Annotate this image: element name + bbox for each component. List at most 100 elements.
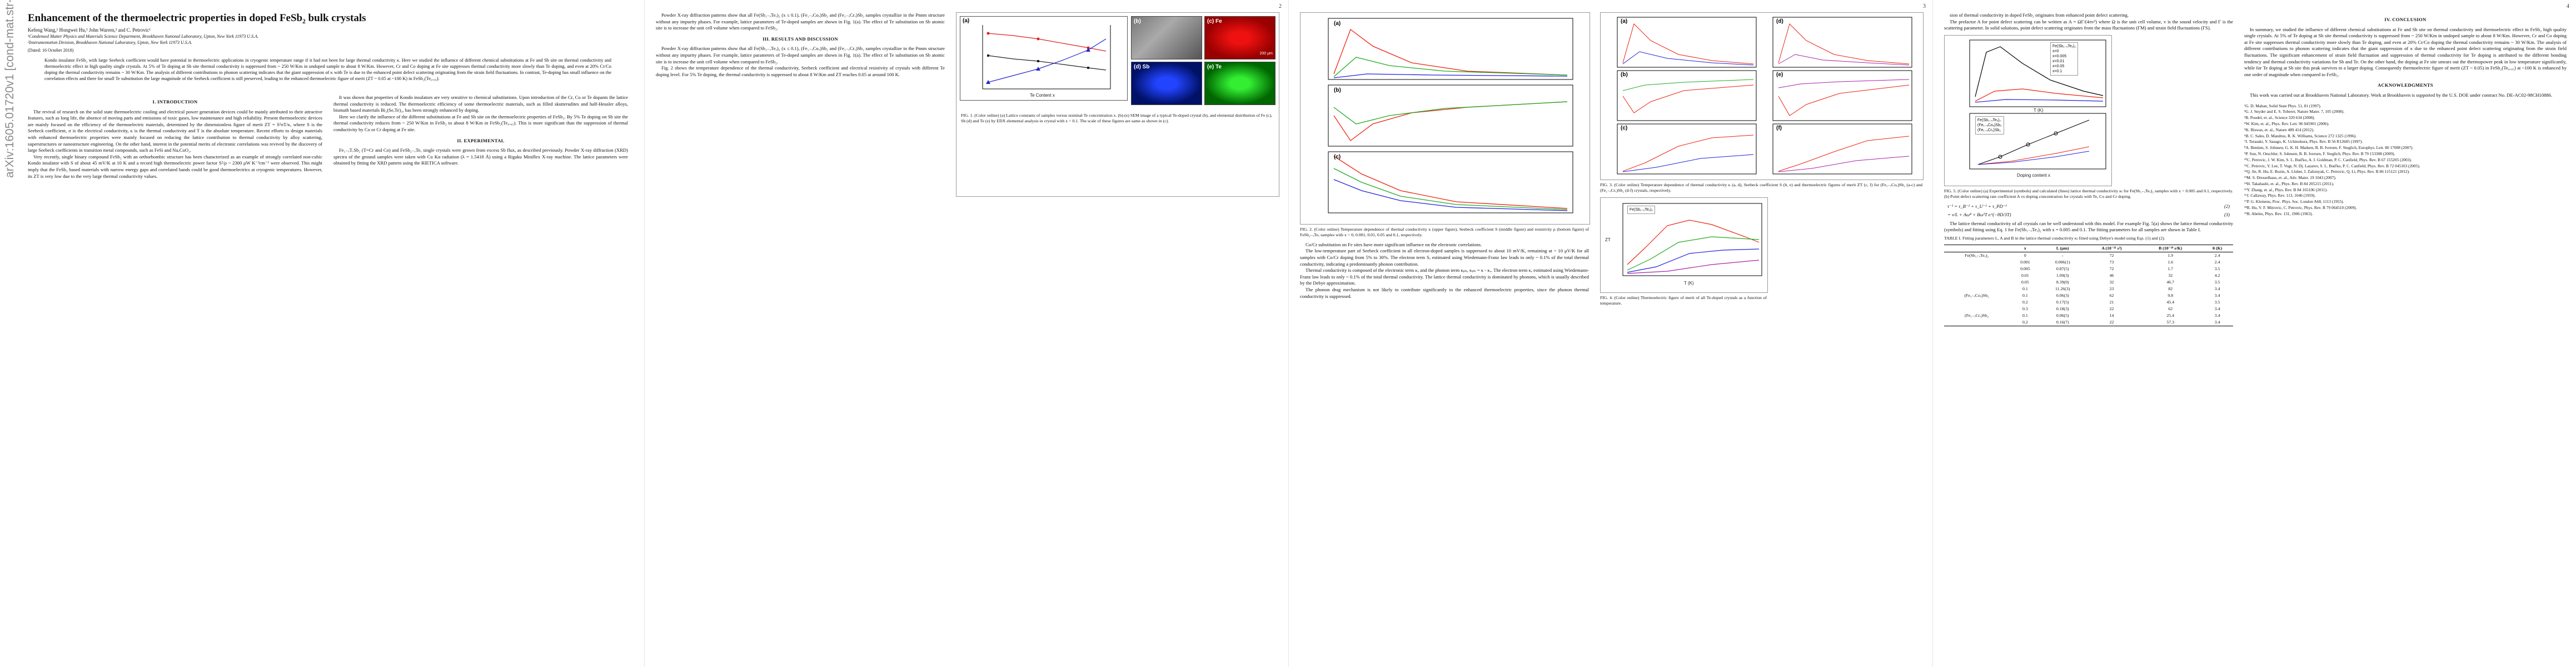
legend-item: x=0.05 [2052, 64, 2065, 68]
page1-col-right: It was shown that properties of Kondo in… [333, 94, 628, 167]
table-cell: 21 [2109, 300, 2114, 305]
body-paragraph: The phonon drag mechanism is not likely … [1300, 286, 1589, 299]
lattice-plot [982, 25, 1111, 89]
table-1-body: Fe(Sb₁₋ₓTeₓ)₂ 0 - 72 1.9 2.4 0.001 0.006(1) 73 1.… [1944, 252, 2233, 326]
table-header [1944, 245, 2009, 252]
table-cell: 2.4 [2214, 253, 2220, 258]
scale-bar: 200 μm [1259, 52, 1273, 56]
page4-col-left: sion of thermal conductivity in doped Fe… [1944, 12, 2233, 326]
figure-4-legend: Fe(Sb₁₋ₓTeₓ)₂ [1627, 205, 1656, 214]
panel-label: (f) [1776, 125, 1782, 131]
table-cell: 0.06(5) [2056, 313, 2069, 318]
equation: = v/L + Aω⁴ + Bω²T e^(−θD/3T) (3) [1947, 212, 2230, 218]
table-cell: 82 [2168, 286, 2173, 292]
experimental-paragraph: Fe₁₋ₓTₓSb₂ (T=Cr and Co) and FeSb₂₋ₓTeₓ … [333, 147, 628, 166]
equation-body: = v/L + Aω⁴ + Bω²T e^(−θD/3T) [1947, 212, 2011, 218]
table-cell: 72 [2109, 266, 2114, 272]
table-cell: 22 [2109, 306, 2114, 312]
reference-item: ⁸A. Bentien, S. Johnsen, G. K. H. Madsen… [2244, 145, 2414, 151]
body-paragraph: Here we clarify the influence of the dif… [333, 113, 628, 132]
section-heading-results: III. RESULTS AND DISCUSSION [763, 36, 838, 42]
table-cell: 3.4 [2214, 320, 2220, 325]
table-cell: 0.001 [2020, 260, 2030, 265]
affiliation-2: ²Instrumentation Division, Brookhaven Na… [28, 40, 192, 45]
table-cell: 0.1 [2022, 313, 2028, 318]
table-cell: 2.4 [2214, 260, 2220, 265]
seebeck-x01 [1333, 101, 1568, 125]
figure-4-plot [1622, 203, 1762, 276]
figure-1-caption: FIG. 1. (Color online) (a) Lattice const… [961, 113, 1272, 124]
page2-col-left: Powder X-ray diffraction patterns show t… [656, 12, 945, 78]
equation-body: τ⁻¹ = τ_B⁻¹ + τ_U⁻¹ + τ_PD⁻¹ [1947, 203, 2007, 209]
rho-x01 [1333, 168, 1568, 210]
table-cell: 25.4 [2166, 313, 2175, 318]
section-heading-acknowledgments: ACKNOWLEDGMENTS [2378, 82, 2433, 88]
table-cell: 3.5 [2214, 280, 2220, 285]
table-cell: 0.1 [2022, 293, 2028, 298]
reference-item: ⁴W. Kim, et. al., Phys. Rev. Lett. 96 04… [2244, 121, 2329, 126]
reference-item: ²G. J. Snyder and E. S. Toberer, Nature … [2244, 109, 2345, 115]
table-row: (Fe₁₋ₓCoₓ)Sb₂ 0.1 0.06(3) 62 9.8 3.4 [1944, 292, 2233, 299]
table-cell: 3.4 [2214, 306, 2220, 312]
rho-x0 [1333, 156, 1568, 209]
table-cell: 0.17(5) [2056, 300, 2069, 305]
table-row: Fe(Sb₁₋ₓTeₓ)₂ 0 - 72 1.9 2.4 [1944, 252, 2233, 260]
figure-5: Fe(Sb₁₋ₓTeₓ)₂ x=0 x=0.005 x=0.01 x=0.05 … [1944, 34, 2112, 186]
figure-3: (a) (b) (c) (d) (e) (f) [1600, 12, 1924, 180]
page-number: 2 [1279, 3, 1282, 9]
reference-item: ¹²Q. Jie, R. Hu, E. Bozin, A. Llobet, I.… [2244, 169, 2410, 175]
reference-item: ⁷I. Terasaki, Y. Sasago, K. Uchinokura, … [2244, 139, 2363, 145]
table-cell: (Fe₁₋ₓCoₓ)Sb₂ [1964, 293, 1989, 298]
reference-item: ¹⁵Y. Zhang, et. al., Phys. Rev. B 84 165… [2244, 187, 2328, 192]
page1-left-column: Enhancement of the thermoelectric proper… [28, 12, 628, 85]
table-header: x [2024, 246, 2026, 251]
table-cell: 0.05 [2021, 280, 2029, 285]
table-cell [1944, 266, 2009, 272]
reference-list: ¹G. D. Mahan, Solid State Phys. 51, 81 (… [2244, 103, 2567, 217]
reference-item: ¹¹C. Petrovic, Y. Lee, T. Vogt, N. Dj. L… [2244, 163, 2420, 168]
reference-item: ¹⁹B. Abeles, Phys. Rev. 131, 1906 (1963)… [2244, 211, 2313, 216]
figure-1: (a) Te Content x (b) (c) Fe [956, 12, 1279, 197]
table-cell: 4.2 [2214, 273, 2220, 278]
table-header: A (10⁻⁴¹ s³) [2101, 246, 2122, 251]
arxiv-stamp: arXiv:1605.01720v1 [cond-mat.str-el] 5 M… [3, 0, 16, 178]
panel-label: (c) Fe [1207, 18, 1222, 24]
results-paragraph: Fig. 2 shows the temperature dependence … [656, 65, 945, 77]
figure-2-plots [1328, 18, 1573, 213]
x-axis-label: Doping content x [2017, 172, 2051, 178]
rho-x005 [1333, 179, 1568, 211]
table-cell: 1.09(3) [2056, 273, 2069, 278]
results-paragraph: Powder X-ray diffraction patterns show t… [656, 46, 945, 64]
figure-1-panel-a: (a) Te Content x [960, 16, 1128, 101]
table-cell: 73 [2109, 260, 2114, 265]
panel-label: (c) [1621, 125, 1628, 131]
table-cell: 45.4 [2166, 300, 2175, 305]
legend-item: x=0.005 [2052, 54, 2067, 58]
reference-item: ⁹P. Sun, N. Oeschler, S. Johnsen, B. B. … [2244, 151, 2395, 156]
table-row: 0.01 1.09(3) 46 32 4.2 [1944, 272, 2233, 279]
body-paragraph: Powder X-ray diffraction patterns show t… [656, 12, 945, 31]
table-cell: Fe(Sb₁₋ₓTeₓ)₂ [1965, 253, 1989, 258]
table-cell: 0 [2024, 253, 2026, 258]
table-row: 0.2 0.16(7) 22 57.3 3.4 [1944, 319, 2233, 326]
table-cell: 1.6 [2168, 260, 2174, 265]
table-cell: 1.7 [2168, 266, 2174, 272]
paper-title: Enhancement of the thermoelectric proper… [28, 12, 366, 24]
table-row: 0.1 11.26(3) 23 82 3.4 [1944, 286, 2233, 292]
figure-4: Fe(Sb₁₋ₓTeₓ)₂ T (K) ZT [1600, 197, 1768, 293]
table-cell: 9.8 [2168, 293, 2174, 298]
table-header: B (10⁻¹⁸ s/K) [2159, 246, 2183, 251]
table-1: x L (μm) A (10⁻⁴¹ s³) B (10⁻¹⁸ s/K) θ (K… [1944, 245, 2233, 326]
page4-col-right: IV. CONCLUSION In summary, we studied th… [2244, 12, 2567, 217]
figure-5-caption: FIG. 5. (Color online) (a) Experimental … [1944, 188, 2233, 200]
body-paragraph: It was shown that properties of Kondo in… [333, 94, 628, 113]
page1-col-left: I. INTRODUCTION The revival of research … [28, 94, 322, 180]
x-axis-label: T (K) [1684, 280, 1694, 286]
page-2: 2 Powder X-ray diffraction patterns show… [644, 0, 1288, 667]
table-row: 0.2 0.17(5) 21 45.4 3.5 [1944, 299, 2233, 306]
volume-series [988, 38, 1107, 83]
legend-item: x=0.01 [2052, 59, 2065, 63]
edx-map-fe: (c) Fe 200 μm [1204, 16, 1275, 59]
page3-col-left: (a) (b) (c) FIG. 2. (Color online) Tempe… [1300, 12, 1590, 300]
table-row: 0.001 0.006(1) 73 1.6 2.4 [1944, 259, 2233, 266]
